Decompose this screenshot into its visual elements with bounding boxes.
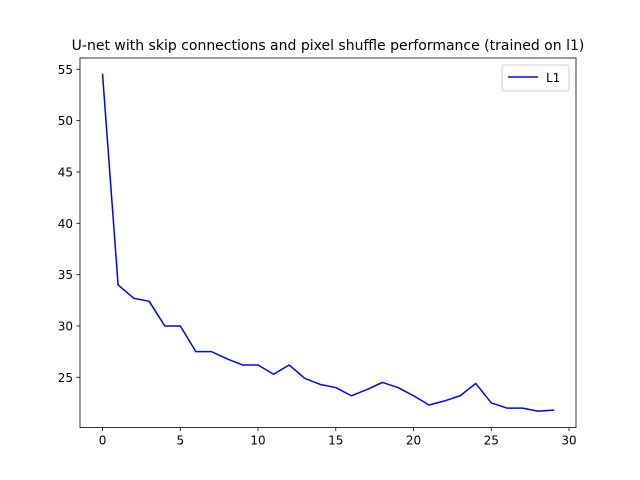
y-tick-label: 50 xyxy=(58,114,73,128)
plot-frame xyxy=(79,57,577,429)
x-tick-label: 10 xyxy=(250,434,265,448)
x-tick-label: 15 xyxy=(328,434,343,448)
plot-area xyxy=(80,58,576,428)
x-tick-label: 5 xyxy=(176,434,184,448)
y-tick-label: 25 xyxy=(58,371,73,385)
x-tick-label: 30 xyxy=(561,434,576,448)
series-layer xyxy=(101,73,555,412)
chart-title: U-net with skip connections and pixel sh… xyxy=(72,38,585,54)
y-tick-label: 55 xyxy=(58,63,73,77)
y-tick-label: 45 xyxy=(58,165,73,179)
legend: L1 xyxy=(501,64,570,92)
x-axis: 0 5 10 15 20 25 30 xyxy=(99,427,577,448)
y-axis: 25 30 35 40 45 50 55 xyxy=(58,63,80,385)
x-tick-label: 20 xyxy=(406,434,421,448)
legend-box xyxy=(501,64,570,92)
y-tick-label: 35 xyxy=(58,268,73,282)
y-tick-label: 40 xyxy=(58,217,73,231)
legend-label-l1: L1 xyxy=(546,71,560,85)
x-tick-label: 0 xyxy=(99,434,107,448)
plot-background xyxy=(80,58,576,428)
x-tick-label: 25 xyxy=(484,434,499,448)
series-line-l1 xyxy=(101,73,555,412)
y-tick-label: 30 xyxy=(58,319,73,333)
